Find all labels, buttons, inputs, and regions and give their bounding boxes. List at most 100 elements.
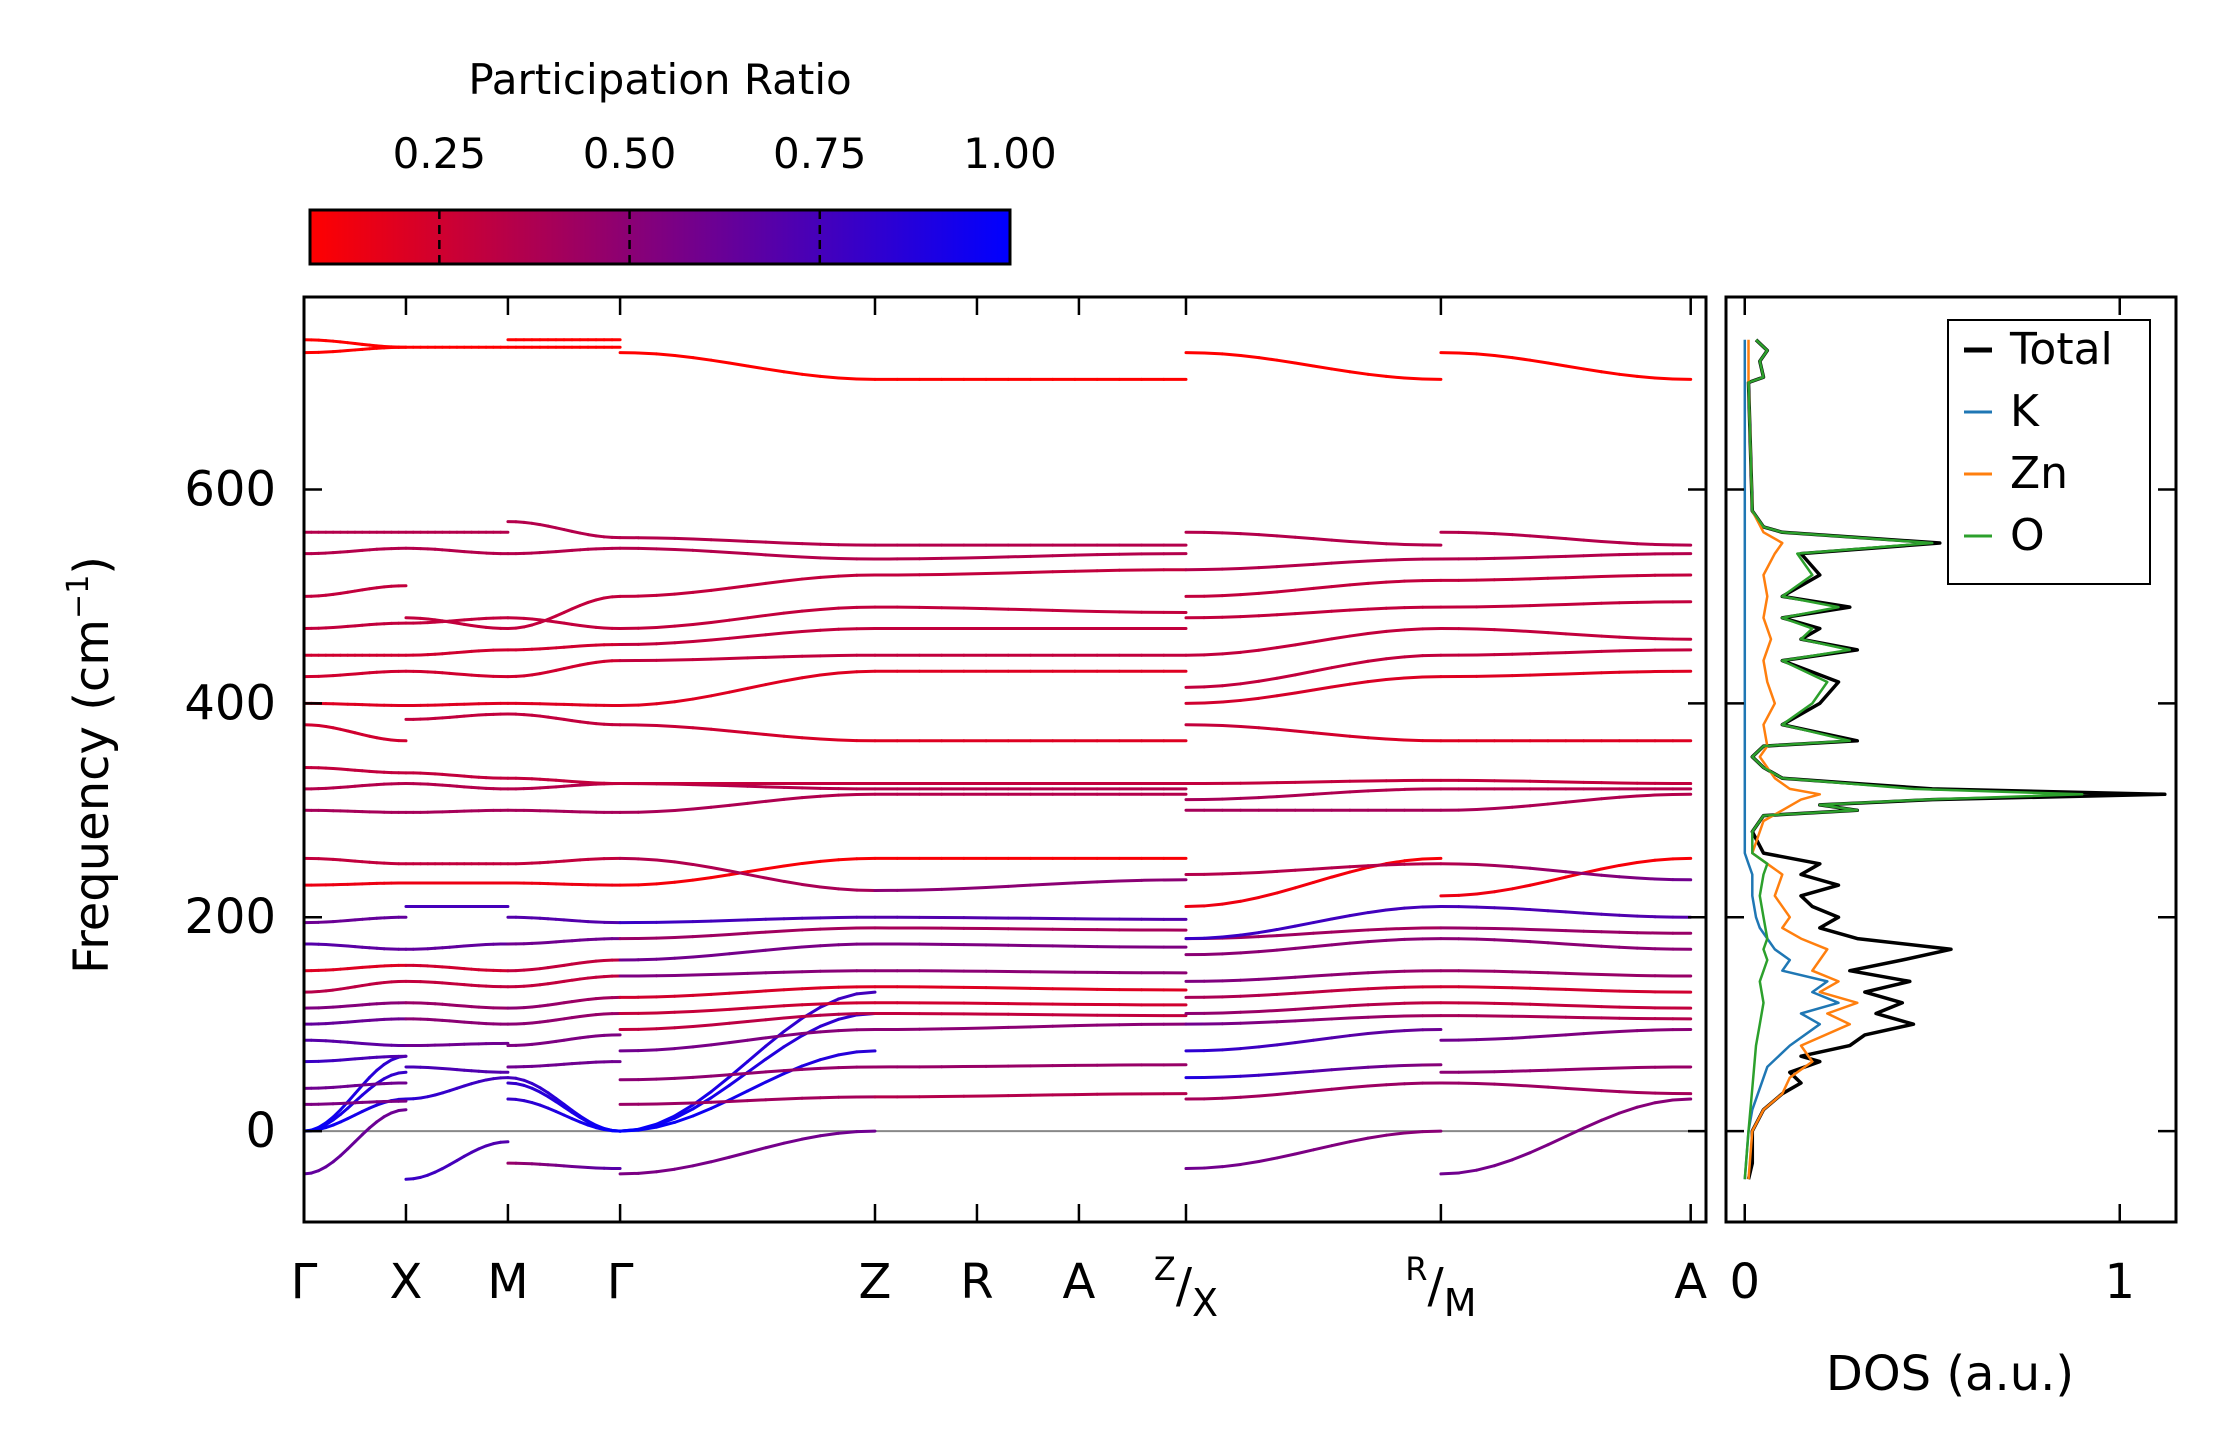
band-line-low-3 — [1492, 1036, 1514, 1041]
k-point-label: R/M — [1405, 1250, 1476, 1325]
band-line-mid-5 — [1202, 952, 1224, 956]
band-line-low-3 — [837, 1028, 859, 1033]
band-line-band2-1 — [818, 793, 841, 798]
band-line-band2-7 — [1528, 630, 1550, 635]
band-line-mid-2 — [1239, 1009, 1261, 1014]
band-line-band2-6 — [1330, 662, 1352, 670]
band-line-mid-5 — [1348, 940, 1370, 945]
band-line-mid-6 — [782, 928, 804, 933]
band-line-top-1 — [746, 364, 768, 371]
band-line-band2-8 — [655, 624, 677, 629]
band-line-soft-1 — [818, 1131, 841, 1138]
band-line-band2-4 — [655, 724, 677, 728]
band-line-band2-4 — [709, 727, 731, 733]
band-y-axis-label: Frequency (cm−1) — [61, 556, 120, 974]
k-point-label-sup: Z — [1154, 1250, 1176, 1288]
band-line-low-3 — [1384, 1029, 1406, 1034]
band-line-band2-5 — [709, 690, 731, 698]
band-line-band2-7 — [1582, 633, 1603, 638]
band-line-band2-10 — [1510, 555, 1532, 560]
band-line-upper-low-2 — [727, 869, 750, 876]
band-line-acoustic-1 — [546, 1091, 558, 1100]
band-line-upper-low-2 — [746, 872, 768, 880]
band-line-mid-5 — [1582, 943, 1603, 948]
band-line-top-1 — [1202, 351, 1224, 356]
band-line-band2-9 — [746, 581, 768, 588]
band-line-upper-low-1 — [1293, 880, 1315, 890]
band-line-mid-6 — [1546, 928, 1568, 933]
band-line-mid-7 — [1239, 931, 1261, 937]
band-line-top-1 — [1492, 354, 1514, 360]
band-line-band2-5 — [1257, 694, 1279, 700]
band-line-mid-2 — [764, 1004, 786, 1009]
band-line-top-1 — [1635, 374, 1657, 380]
band-line-upper-low-2 — [1073, 880, 1099, 885]
band-line-band2-7 — [1348, 632, 1370, 638]
band-line-band2-11 — [1257, 533, 1279, 538]
band-line-band2-1 — [1653, 792, 1675, 797]
band-line-low-2 — [1384, 1063, 1406, 1068]
band-line-mid-4 — [782, 970, 804, 974]
band-line-top-1 — [764, 367, 786, 374]
band-line-mid-1 — [709, 1021, 731, 1027]
band-line-band2-8 — [1599, 601, 1621, 605]
band-line-upper-low-2 — [1311, 866, 1334, 871]
band-line-acoustic-3 — [746, 1044, 768, 1064]
band-line-band2-10 — [800, 555, 822, 560]
band-line-low-2 — [1546, 1068, 1568, 1072]
band-line-band2-8 — [727, 616, 750, 622]
band-line-band2-4 — [727, 729, 750, 735]
band-line-band2-7 — [1492, 628, 1514, 633]
band-line-band2-6 — [1275, 673, 1297, 680]
band-line-mid-2 — [1220, 1010, 1243, 1015]
band-line-band2-8 — [984, 607, 1010, 611]
band-line-mid-5 — [1330, 941, 1352, 947]
band-line-band2-2 — [1220, 796, 1243, 801]
band-line-band2-5 — [727, 686, 750, 694]
band-line-upper-low-2 — [1582, 872, 1603, 877]
band-line-band2-11 — [1220, 531, 1243, 536]
band-line-mid-3 — [1239, 993, 1261, 998]
y-label-sup: −1 — [61, 575, 96, 619]
band-line-band2-1 — [1582, 797, 1603, 802]
band-line-band2-5 — [1330, 682, 1352, 689]
band-line-band2-10 — [1311, 561, 1334, 566]
band-line-mid-6 — [1510, 927, 1532, 931]
band-line-upper-low-2 — [1239, 870, 1261, 875]
band-line-band2-1 — [636, 810, 659, 814]
legend-label: Zn — [2010, 448, 2068, 499]
band-line-mid-4 — [1564, 971, 1586, 976]
band-line-low-2 — [818, 1066, 841, 1070]
band-line-mid-6 — [1275, 932, 1297, 938]
band-line-upper-low-2 — [1457, 862, 1479, 867]
band-line-band2-11 — [764, 540, 786, 545]
band-line-acoustic-2 — [818, 1017, 841, 1028]
band-line-soft-1 — [691, 1160, 713, 1168]
dos-x-tick-label: 0 — [1729, 1254, 1760, 1310]
band-line-band2-5 — [1220, 698, 1243, 704]
band-line-band2-9 — [984, 571, 1010, 576]
band-line-soft-1 — [655, 1167, 677, 1174]
band-line-mid-1 — [1220, 1021, 1243, 1026]
band-line-band2-9 — [1330, 583, 1352, 589]
band-line-upper-low-2 — [837, 887, 859, 892]
band-line-low-1 — [800, 1096, 822, 1100]
band-line-soft-1 — [855, 1129, 877, 1134]
band-line-mid-1 — [1311, 1017, 1334, 1022]
band-line-band2-8 — [1330, 608, 1352, 613]
band-line-low-2 — [1275, 1071, 1297, 1076]
band-line-low-2 — [691, 1074, 713, 1079]
band-line-mid-2 — [1275, 1007, 1297, 1012]
band-line-band2-7 — [746, 633, 768, 639]
k-point-label: Γ — [607, 1254, 634, 1310]
band-line-mid-4 — [1582, 972, 1603, 977]
band-line-top-1 — [1546, 361, 1568, 368]
band-line-low-2 — [1528, 1068, 1550, 1073]
band-line-band2-5 — [1384, 676, 1406, 682]
band-line-band2-4 — [1202, 723, 1224, 728]
band-line-soft-1 — [636, 1170, 659, 1175]
band-line-low-3 — [727, 1038, 750, 1045]
band-line-band2-7 — [1202, 652, 1224, 657]
band-line-upper-low-1 — [655, 880, 677, 886]
band-line-low-1 — [1564, 1086, 1586, 1092]
